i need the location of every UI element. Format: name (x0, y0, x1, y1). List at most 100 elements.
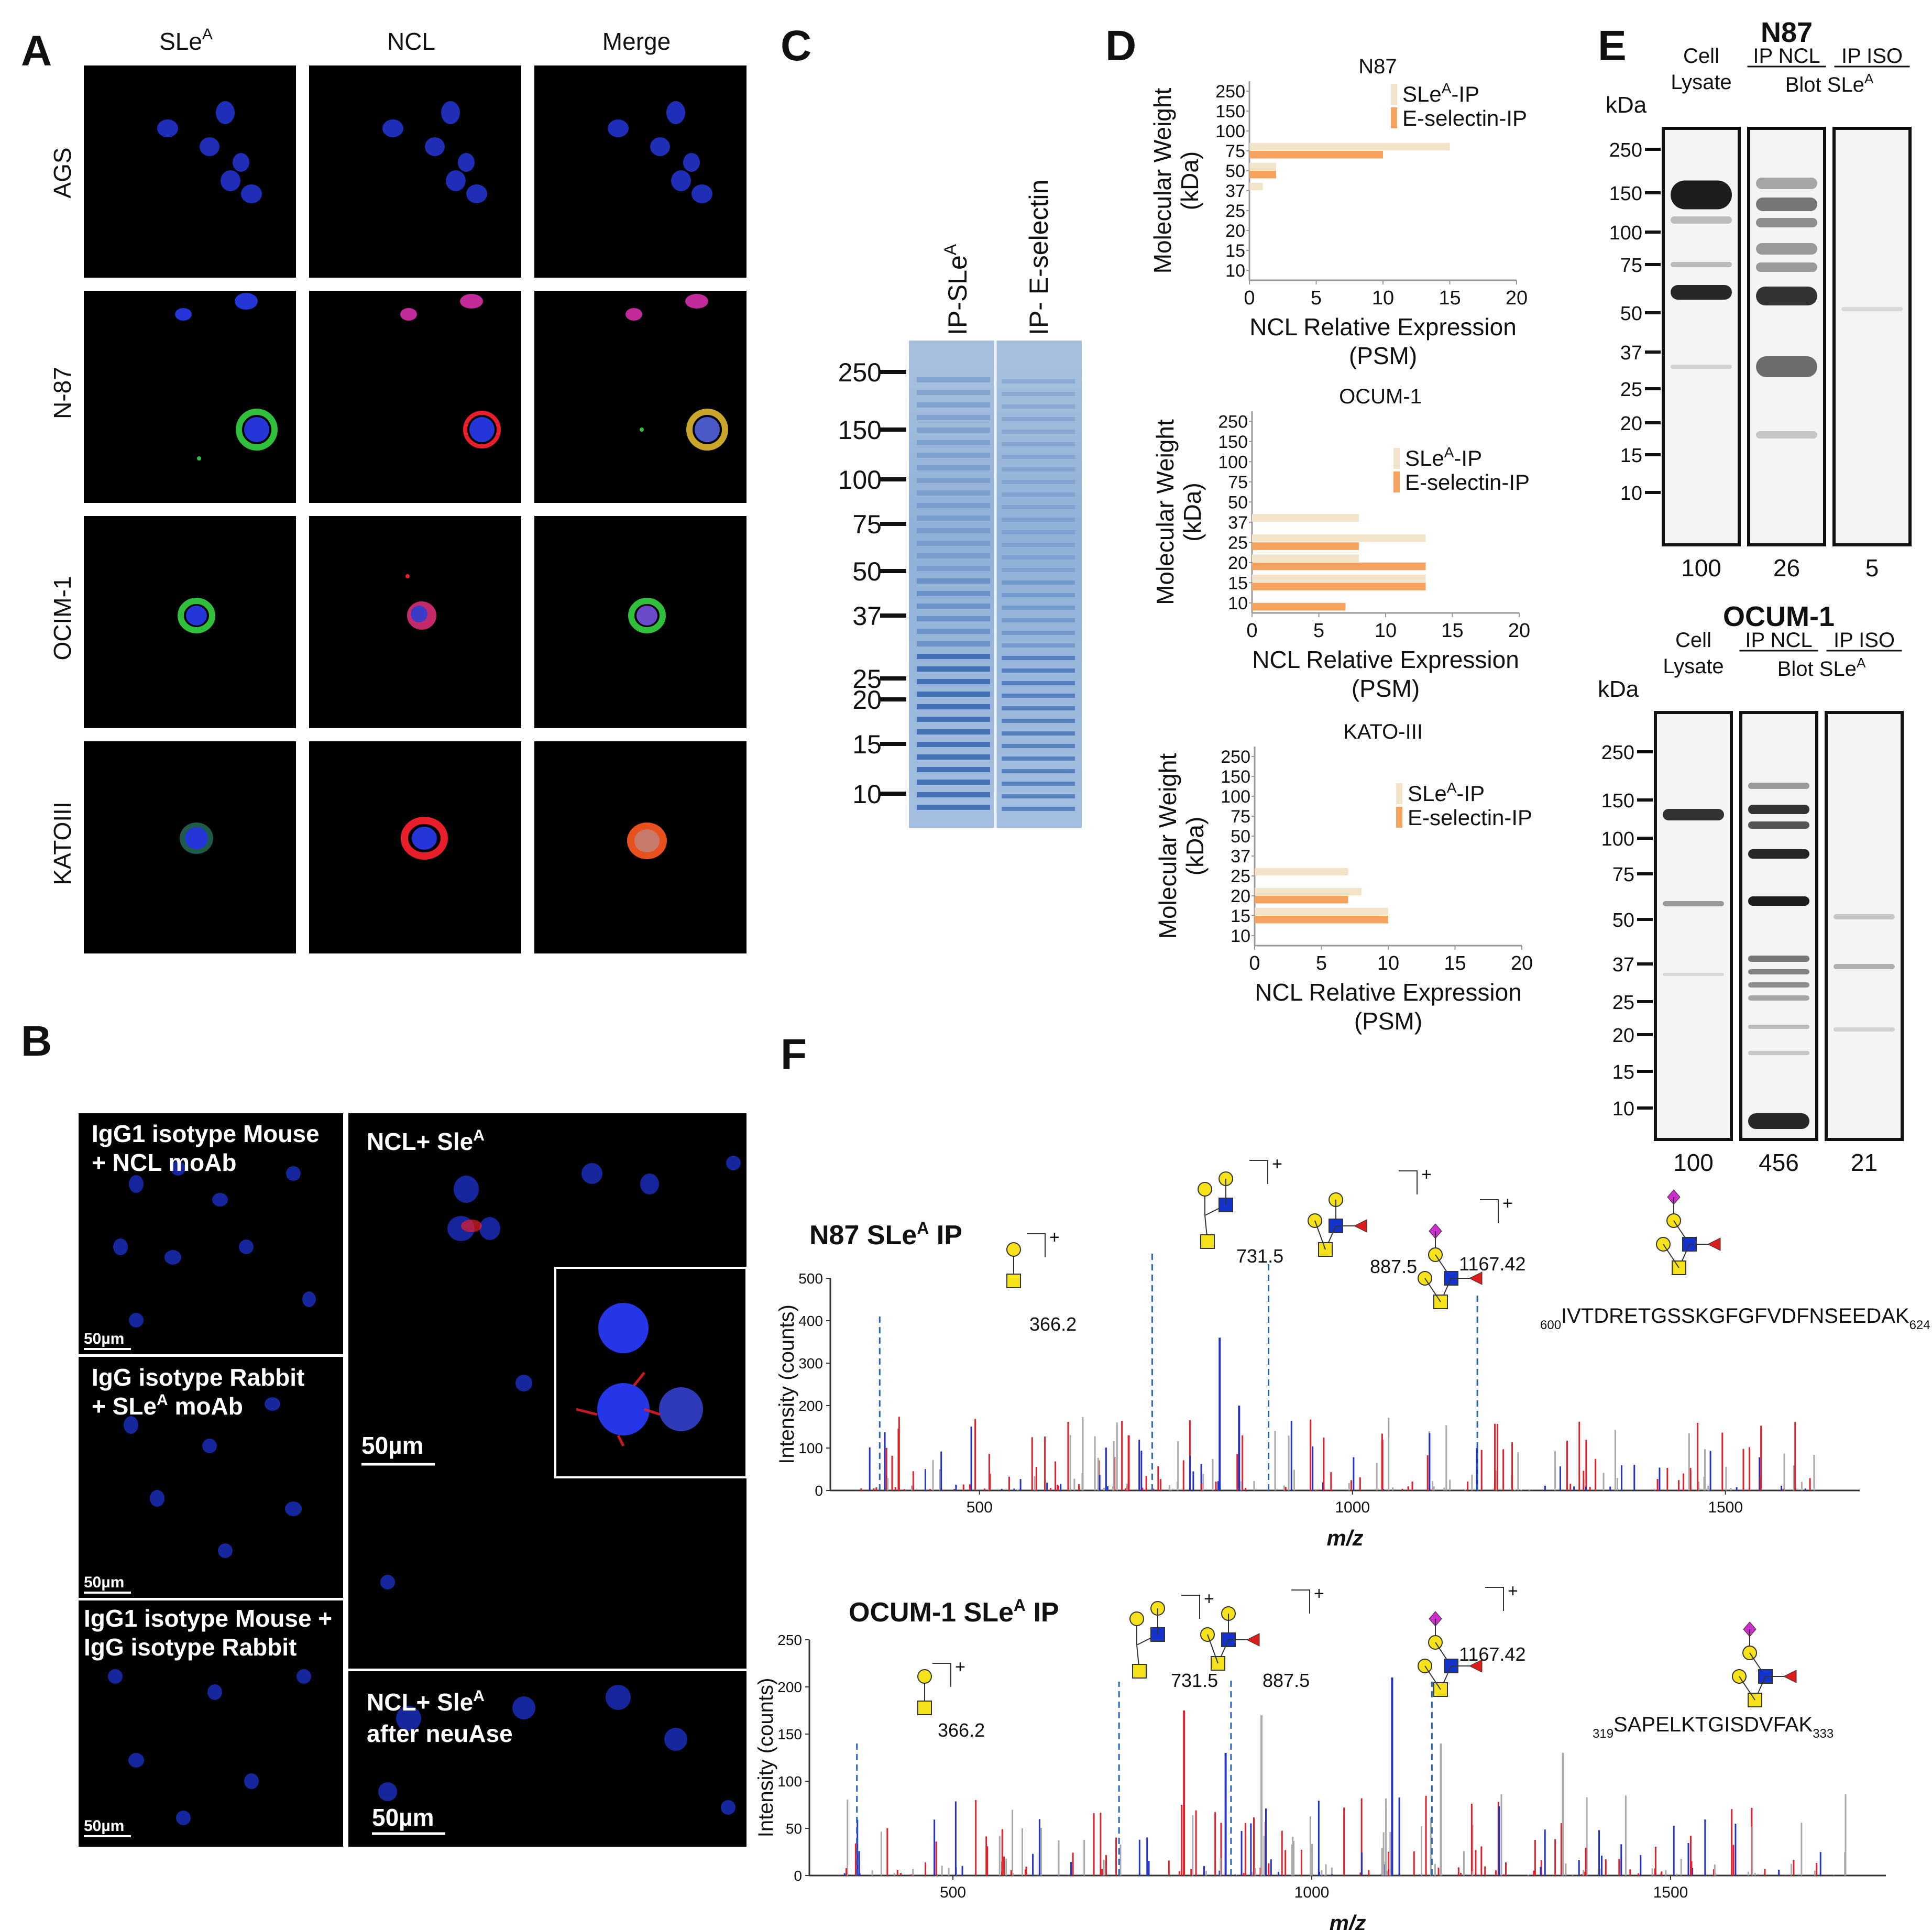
gel-band (917, 805, 990, 810)
y-tick-label: 15 (1228, 573, 1248, 593)
gel-band (1002, 769, 1075, 773)
blot-marker-label-75: 75 (1620, 255, 1642, 277)
b-label-isotype-both-1: IgG1 isotype Mouse + (84, 1605, 332, 1632)
x-tick-label: 1000 (1294, 1884, 1330, 1901)
y-tick-label: 10 (1231, 926, 1250, 946)
charge-plus: + (1314, 1584, 1324, 1604)
gel-band (1002, 530, 1075, 534)
y-tick-label: 20 (1225, 221, 1245, 241)
glycan-structure-icon (1418, 1223, 1483, 1309)
gel-band (917, 566, 990, 571)
blot-marker-label-10: 10 (1612, 1098, 1634, 1120)
y-tick-label: 100 (1221, 787, 1250, 807)
panel-letter-f: F (781, 1030, 807, 1078)
b-label-isotype-mouse-2: + NCL moAb (92, 1149, 236, 1176)
blot-lane-2 (1747, 127, 1826, 546)
blot-quant-value: 21 (1851, 1149, 1878, 1176)
gel-band (917, 427, 990, 433)
y-tick-label: 100 (1215, 122, 1245, 141)
ocim1-cells (178, 574, 666, 633)
bar-eselectin-ip (1252, 542, 1359, 550)
legend-swatch-eselectin-ip (1396, 807, 1402, 828)
gel-band (917, 654, 990, 659)
gel-band (917, 578, 990, 584)
bar-eselectin-ip (1255, 916, 1388, 924)
blot-ocum1: OCUM-1 kDa Cell Lysate IP NCL IP ISO Blot SLeA… (1598, 601, 1904, 1176)
chart-title: KATO-III (1343, 720, 1423, 743)
chart-title: N87 (1358, 55, 1397, 78)
blot-marker-label-37: 37 (1620, 342, 1642, 364)
gel-band (1002, 731, 1075, 736)
panel-a: A SLeA NCL Merge AGS N-87 OCIM-1 KATOIII (21, 26, 747, 953)
glycan-structure-icon (1200, 1606, 1260, 1671)
panel-letter-b: B (21, 1017, 52, 1065)
micrograph-b-inset (554, 1267, 748, 1478)
glycan-structure-icon (1732, 1621, 1797, 1707)
blot-band (1834, 1027, 1895, 1032)
y-tick-label: 50 (1225, 161, 1245, 181)
gel-band (917, 780, 990, 785)
x-tick-label: 0 (1249, 952, 1260, 974)
y-tick-label: 150 (1221, 767, 1250, 787)
blot-marker-label-25: 25 (1612, 992, 1634, 1014)
micrograph-katoiii-ncl (309, 741, 521, 953)
gel-band (917, 704, 990, 709)
charge-bracket (1480, 1199, 1499, 1223)
bar-sle-ip (1249, 142, 1450, 151)
bar-sle-ip (1252, 514, 1359, 522)
gel-band (917, 402, 990, 408)
bar-sle-ip (1252, 534, 1426, 542)
blot-marker-label-150: 150 (1609, 183, 1642, 205)
x-axis-label: m/z (1326, 1526, 1363, 1550)
b-label-isotype-rabbit-2: + SLeA moAb (92, 1391, 243, 1420)
gel-band (917, 717, 990, 722)
bar-eselectin-ip (1252, 583, 1426, 590)
micrograph-ags-merge (534, 65, 747, 278)
charge-plus: + (955, 1657, 965, 1677)
blot-marker-label-20: 20 (1620, 413, 1642, 435)
x-axis-label: NCL Relative Expression (1252, 646, 1519, 673)
b-label-ncl-sle-neuase-1: NCL+ SleA (367, 1687, 485, 1716)
panel-b-nuclei (108, 1156, 741, 1825)
panel-letter-e: E (1598, 22, 1627, 70)
y-tick-label: 0 (815, 1483, 823, 1499)
gel-band (1002, 631, 1075, 635)
gel-band (917, 641, 990, 646)
blot-marker-label-10: 10 (1620, 482, 1642, 505)
y-axis-label: Molecular Weight(kDa) (1154, 753, 1209, 939)
charge-bracket (1181, 1595, 1200, 1619)
blot-sle-label: Blot SLeA (1785, 71, 1874, 96)
gel-band (917, 742, 990, 747)
gel-band (917, 490, 990, 496)
blot-lane-3 (1825, 711, 1904, 1141)
y-tick-label: 25 (1228, 533, 1248, 553)
glycan-structure-icon (1198, 1171, 1233, 1249)
x-axis-label: NCL Relative Expression (1255, 979, 1522, 1006)
blot-band (1663, 973, 1724, 976)
blot-title: OCUM-1 (1723, 601, 1835, 632)
blot-band (1756, 218, 1817, 227)
legend-eselectin-ip: E-selectin-IP (1408, 805, 1532, 830)
scalebar-label-5: 50µm (372, 1804, 434, 1831)
gel-band (1002, 593, 1075, 597)
inset-ncl-signal (576, 1372, 661, 1447)
charge-plus: + (1272, 1154, 1282, 1174)
legend-eselectin-ip: E-selectin-IP (1402, 106, 1527, 130)
b-label-ncl-sle: NCL+ SleA (367, 1127, 485, 1155)
panel-letter-a: A (21, 27, 52, 75)
blot-marker-label-100: 100 (1601, 828, 1634, 850)
y-tick-label: 37 (1225, 181, 1245, 201)
glycan-structure-icon (1308, 1192, 1367, 1257)
katoiii-cells (180, 817, 667, 860)
gel-band (1002, 794, 1075, 798)
blot-marker-label-37: 37 (1612, 954, 1634, 976)
blot-band (1748, 982, 1809, 988)
charge-bracket (932, 1663, 951, 1687)
blot-title: N87 (1761, 17, 1813, 48)
micrograph-b-ncl-slea-neuase (348, 1671, 747, 1847)
gel-marker-label-37: 37 (852, 601, 882, 631)
y-tick-label: 250 (777, 1632, 802, 1648)
glycan-mass-label: 887.5 (1370, 1256, 1417, 1277)
lane-label-ip-ncl: IP NCL (1753, 45, 1820, 68)
scalebar-label-4: 50µm (361, 1432, 424, 1459)
